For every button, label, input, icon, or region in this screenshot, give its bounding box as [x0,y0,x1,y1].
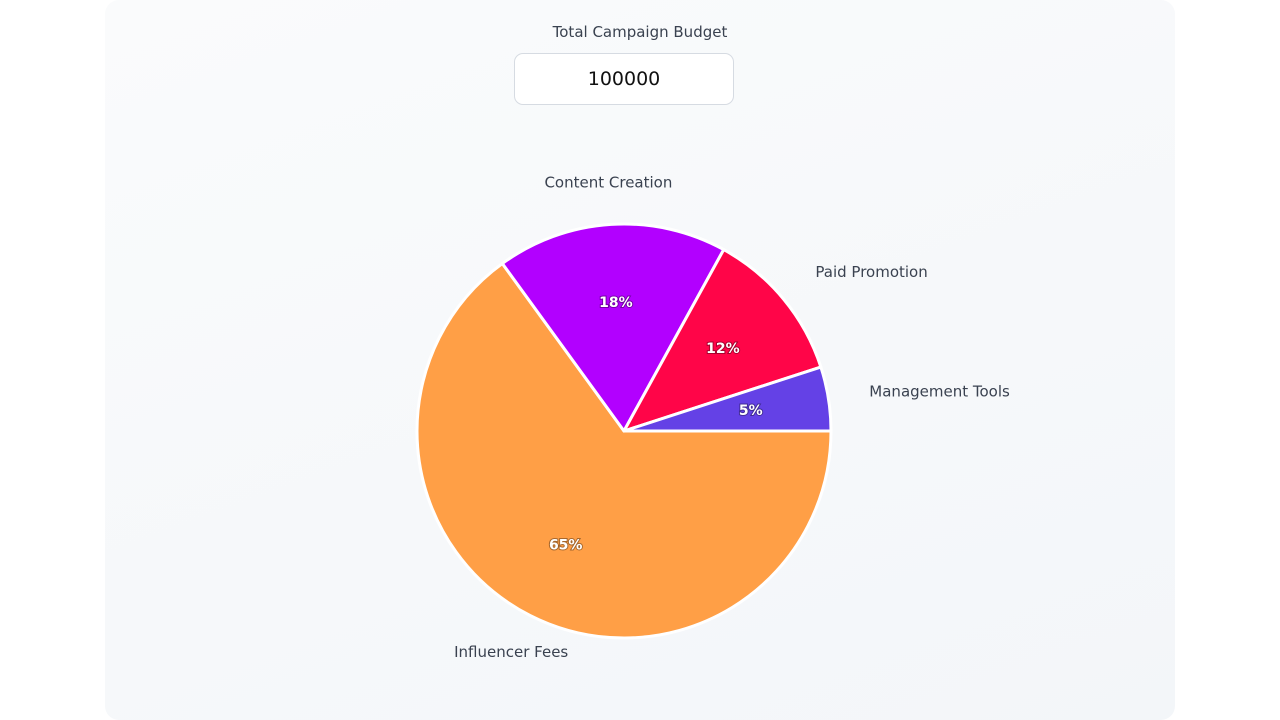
pie-slice-management-tools[interactable] [622,365,833,433]
pie-percent-label-management-tools: 5% [739,403,763,419]
pie-percent-label-content-creation: 18% [599,295,633,311]
pie-percent-label-paid-promotion: 12% [706,341,740,357]
pie-slice-content-creation[interactable] [500,222,726,433]
pie-category-label-paid-promotion: Paid Promotion [815,263,927,281]
pie-category-label-management-tools: Management Tools [869,383,1010,401]
budget-label: Total Campaign Budget [552,23,728,41]
pie-percent-label-influencer-fees: 65% [549,537,583,553]
pie-slice-influencer-fees[interactable] [415,262,833,640]
pie-labels: 65% Influencer Fees 18% Content Creation 12%… [454,174,1010,661]
pie-slices [415,222,833,640]
pie-slice-paid-promotion[interactable] [622,248,823,433]
budget-input[interactable] [514,53,734,105]
pie-category-label-influencer-fees: Influencer Fees [454,643,568,661]
pie-category-label-content-creation: Content Creation [544,174,672,192]
